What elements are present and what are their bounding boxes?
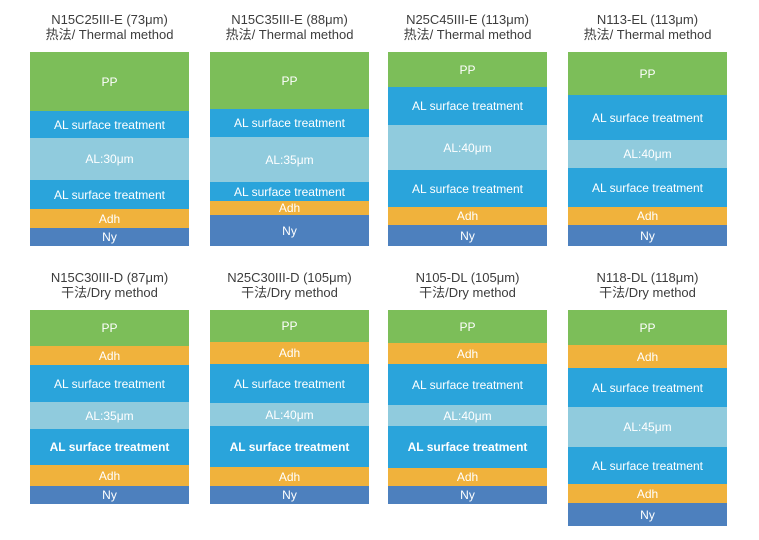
- layer-stack: PP Adh AL surface treatment AL:35μm AL surfa…: [30, 310, 189, 504]
- laminate-panel-N25C30III-D: N25C30III-D (105μm) 干法/Dry method PP Adh A…: [210, 270, 369, 504]
- panel-header: N15C30III-D (87μm) 干法/Dry method: [30, 270, 189, 300]
- layer-pp: PP: [30, 310, 189, 346]
- layer-al-surface: AL surface treatment: [30, 429, 189, 465]
- laminate-panel-N15C30III-D: N15C30III-D (87μm) 干法/Dry method PP Adh AL…: [30, 270, 189, 504]
- panel-subtitle: 热法/ Thermal method: [45, 27, 174, 42]
- layer-adh: Adh: [568, 345, 727, 368]
- panel-subtitle: 热法/ Thermal method: [583, 27, 712, 42]
- layer-al-core: AL:45μm: [568, 407, 727, 447]
- layer-pp: PP: [210, 310, 369, 342]
- layer-pp: PP: [388, 52, 547, 87]
- layer-stack: PP AL surface treatment AL:40μm AL surface …: [568, 52, 727, 246]
- panel-subtitle: 干法/Dry method: [419, 285, 516, 300]
- layer-al-surface: AL surface treatment: [210, 182, 369, 201]
- layer-pp: PP: [568, 52, 727, 95]
- layer-adh: Adh: [30, 346, 189, 365]
- layer-ny: Ny: [210, 486, 369, 504]
- layer-al-core: AL:30μm: [30, 138, 189, 180]
- layer-al-surface: AL surface treatment: [388, 426, 547, 468]
- layer-al-core: AL:35μm: [210, 137, 369, 182]
- layer-ny: Ny: [30, 486, 189, 504]
- panel-title: N15C30III-D (87μm): [50, 270, 169, 285]
- layer-al-surface: AL surface treatment: [388, 170, 547, 207]
- layer-al-surface: AL surface treatment: [568, 447, 727, 484]
- panel-subtitle: 干法/Dry method: [61, 285, 158, 300]
- layer-al-surface: AL surface treatment: [30, 180, 189, 209]
- laminate-panel-N15C25III-E: N15C25III-E (73μm) 热法/ Thermal method PP…: [30, 12, 189, 246]
- layer-al-surface: AL surface treatment: [388, 87, 547, 125]
- layer-stack: PP Adh AL surface treatment AL:40μm AL surfa…: [388, 310, 547, 504]
- layer-al-surface: AL surface treatment: [568, 95, 727, 140]
- panel-title: N25C30III-D (105μm): [227, 270, 352, 285]
- panel-header: N15C25III-E (73μm) 热法/ Thermal method: [30, 12, 189, 42]
- layer-adh: Adh: [30, 209, 189, 228]
- layer-al-core: AL:40μm: [388, 125, 547, 170]
- panel-header: N113-EL (113μm) 热法/ Thermal method: [568, 12, 727, 42]
- layer-ny: Ny: [388, 225, 547, 246]
- layer-al-surface: AL surface treatment: [388, 364, 547, 405]
- layer-al-surface: AL surface treatment: [210, 109, 369, 137]
- panel-title: N15C35III-E (88μm): [231, 12, 348, 27]
- layer-al-core: AL:35μm: [30, 402, 189, 429]
- panel-header: N15C35III-E (88μm) 热法/ Thermal method: [210, 12, 369, 42]
- panel-title: N25C45III-E (113μm): [406, 12, 529, 27]
- layer-al-core: AL:40μm: [568, 140, 727, 168]
- panel-subtitle: 热法/ Thermal method: [225, 27, 354, 42]
- laminate-panel-N105-DL: N105-DL (105μm) 干法/Dry method PP Adh AL su…: [388, 270, 547, 504]
- layer-adh: Adh: [210, 201, 369, 215]
- layer-al-surface: AL surface treatment: [30, 111, 189, 138]
- panel-subtitle: 热法/ Thermal method: [403, 27, 532, 42]
- layer-pp: PP: [388, 310, 547, 343]
- layer-stack: PP AL surface treatment AL:35μm AL surface …: [210, 52, 369, 246]
- panel-header: N118-DL (118μm) 干法/Dry method: [568, 270, 727, 300]
- panel-title: N15C25III-E (73μm): [51, 12, 168, 27]
- layer-pp: PP: [30, 52, 189, 111]
- layer-al-surface: AL surface treatment: [210, 364, 369, 403]
- layer-al-surface: AL surface treatment: [210, 426, 369, 467]
- layer-ny: Ny: [388, 486, 547, 504]
- panel-header: N105-DL (105μm) 干法/Dry method: [388, 270, 547, 300]
- layer-adh: Adh: [388, 207, 547, 225]
- panel-title: N113-EL (113μm): [596, 12, 699, 27]
- panel-subtitle: 干法/Dry method: [241, 285, 338, 300]
- layer-adh: Adh: [30, 465, 189, 486]
- panel-header: N25C30III-D (105μm) 干法/Dry method: [210, 270, 369, 300]
- layer-ny: Ny: [210, 215, 369, 246]
- layer-al-surface: AL surface treatment: [30, 365, 189, 402]
- layer-pp: PP: [568, 310, 727, 345]
- panel-header: N25C45III-E (113μm) 热法/ Thermal method: [388, 12, 547, 42]
- laminate-panel-N25C45III-E: N25C45III-E (113μm) 热法/ Thermal method P…: [388, 12, 547, 246]
- layer-adh: Adh: [210, 467, 369, 486]
- layer-al-core: AL:40μm: [388, 405, 547, 426]
- layer-stack: PP AL surface treatment AL:30μm AL surface …: [30, 52, 189, 246]
- layer-al-surface: AL surface treatment: [568, 368, 727, 407]
- layer-al-core: AL:40μm: [210, 403, 369, 426]
- laminate-panel-N118-DL: N118-DL (118μm) 干法/Dry method PP Adh AL su…: [568, 270, 727, 526]
- laminate-panel-N15C35III-E: N15C35III-E (88μm) 热法/ Thermal method PP…: [210, 12, 369, 246]
- panel-title: N105-DL (105μm): [415, 270, 520, 285]
- layer-adh: Adh: [568, 207, 727, 225]
- layer-adh: Adh: [568, 484, 727, 503]
- laminate-panel-N113-EL: N113-EL (113μm) 热法/ Thermal method PP AL …: [568, 12, 727, 246]
- layer-stack: PP AL surface treatment AL:40μm AL surface …: [388, 52, 547, 246]
- layer-stack: PP Adh AL surface treatment AL:45μm AL surfa…: [568, 310, 727, 526]
- layer-pp: PP: [210, 52, 369, 109]
- panel-title: N118-DL (118μm): [596, 270, 699, 285]
- layer-adh: Adh: [388, 468, 547, 486]
- layer-ny: Ny: [568, 503, 727, 526]
- layer-ny: Ny: [568, 225, 727, 246]
- panel-subtitle: 干法/Dry method: [599, 285, 696, 300]
- layer-adh: Adh: [388, 343, 547, 364]
- layer-ny: Ny: [30, 228, 189, 246]
- layer-adh: Adh: [210, 342, 369, 364]
- layer-stack: PP Adh AL surface treatment AL:40μm AL surfa…: [210, 310, 369, 504]
- layer-al-surface: AL surface treatment: [568, 168, 727, 207]
